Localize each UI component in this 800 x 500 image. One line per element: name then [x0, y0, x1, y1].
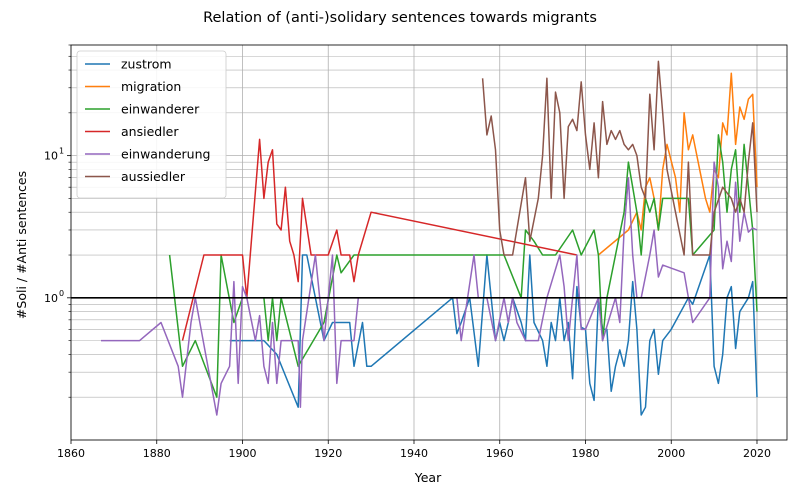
legend-label: einwanderer — [121, 102, 200, 117]
y-tick-exponent: 1 — [59, 147, 64, 156]
x-tick-label: 1980 — [571, 447, 599, 460]
y-tick-label: 10 — [44, 292, 58, 305]
legend: zustrom migration einwanderer ansiedler einw… — [76, 50, 227, 199]
x-tick-label: 1960 — [486, 447, 514, 460]
y-tick-exponent: 0 — [59, 289, 64, 298]
x-tick-label: 2000 — [657, 447, 685, 460]
y-tick-label: 10 — [44, 150, 58, 163]
series-line-einwanderung — [101, 161, 758, 416]
legend-label: einwanderung — [121, 147, 210, 162]
x-tick-label: 1920 — [314, 447, 342, 460]
series-line-aussiedler — [481, 60, 758, 256]
legend-label: aussiedler — [121, 169, 186, 184]
x-tick-label: 1880 — [143, 447, 171, 460]
series-line-einwanderer — [168, 134, 758, 398]
plot-frame — [70, 44, 788, 441]
x-tick-label: 1900 — [228, 447, 256, 460]
x-tick-label: 1940 — [400, 447, 428, 460]
x-axis-label: Year — [414, 470, 442, 485]
x-axis: 1860 1880 1900 1920 1940 1960 1980 2000 2020 — [57, 440, 771, 460]
series-lines — [101, 60, 758, 416]
legend-box — [76, 50, 227, 199]
series-line-migration — [597, 72, 758, 256]
x-tick-label: 1860 — [57, 447, 85, 460]
legend-label: ansiedler — [121, 124, 179, 139]
chart-title: Relation of (anti-)solidary sentences to… — [203, 10, 597, 26]
x-tick-label: 2020 — [743, 447, 771, 460]
legend-label: zustrom — [121, 57, 172, 72]
legend-label: migration — [121, 79, 181, 94]
series-line-ansiedler — [181, 138, 578, 341]
y-axis-label: #Soli / #Anti sentences — [14, 171, 29, 319]
plot-area: 1860 1880 1900 1920 1940 1960 1980 2000 2020 10 0… — [44, 44, 788, 460]
